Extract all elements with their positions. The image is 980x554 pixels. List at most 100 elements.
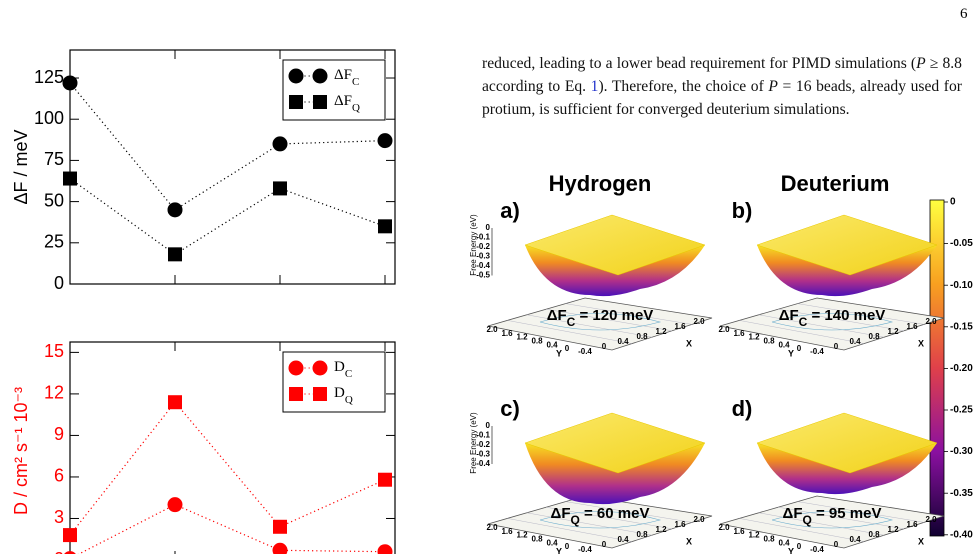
text-segment: P xyxy=(916,55,926,72)
y-tick-label: 1.2 xyxy=(516,531,528,540)
y-tick-label: 0.4 xyxy=(546,538,558,547)
marker xyxy=(313,387,327,401)
z-tick-label: -0.3 xyxy=(476,450,490,459)
base-plane xyxy=(719,495,945,549)
panel-tag: a) xyxy=(500,198,520,223)
plot-frame xyxy=(69,341,396,554)
energy-well xyxy=(757,443,937,495)
marker xyxy=(312,360,328,376)
base-grid xyxy=(778,309,905,331)
colorbar-label: 0 xyxy=(950,197,956,208)
delta-part: ΔF xyxy=(783,505,803,522)
marker xyxy=(168,247,182,262)
y-tick-label: 50 xyxy=(44,190,64,210)
delta-part: = 60 meV xyxy=(580,505,650,522)
delta-part: = 120 meV xyxy=(575,307,653,324)
y-tick-label: 0.8 xyxy=(531,535,543,544)
x-tick-label: 0 xyxy=(602,342,607,351)
delta-label: ΔFQ = 60 meV xyxy=(551,505,650,527)
delta-part: ΔF xyxy=(779,307,799,324)
x-tick-label: 0 xyxy=(602,540,607,549)
y-tick-label: 0.4 xyxy=(778,538,790,547)
y-axis-label: ΔF / meV xyxy=(11,129,31,204)
x-tick-label: 1.6 xyxy=(674,520,686,529)
x-tick-label: 1.2 xyxy=(887,525,899,534)
base-grid xyxy=(507,518,633,542)
y-tick-label: 2.0 xyxy=(718,325,730,334)
x-tick-label: 0.4 xyxy=(849,337,861,346)
x-axis-name: X xyxy=(686,338,692,348)
base-plane xyxy=(487,495,713,549)
z-tick-label: -0.1 xyxy=(476,431,490,440)
y-tick-label: 0 xyxy=(797,344,802,353)
x-tick-label: 0.8 xyxy=(868,332,880,341)
marker xyxy=(289,95,303,109)
page-number: 6 xyxy=(960,6,968,22)
y-tick-label: 2.0 xyxy=(486,523,498,532)
marker xyxy=(273,181,287,196)
marker xyxy=(63,171,77,186)
x-axis-name: X xyxy=(918,536,924,546)
marker xyxy=(377,133,393,149)
text-segment[interactable]: 1 xyxy=(590,78,599,95)
x-tick-label: 1.6 xyxy=(674,322,686,331)
y-tick-label: 0.4 xyxy=(546,340,558,349)
colorbar xyxy=(929,199,945,537)
y-tick-label: 0 xyxy=(565,344,570,353)
charts: 0 25 50 75 100 125 ΔF / meV ΔFC ΔFQ 0 3 6 9 12 15 D / c… xyxy=(11,49,396,554)
delta-part: = 95 meV xyxy=(812,505,882,522)
x-tick-label: 0.4 xyxy=(617,337,629,346)
y-tick-label: 15 xyxy=(44,341,64,361)
z-tick-label: 0 xyxy=(486,421,491,430)
colorbar-label: -0.30 xyxy=(950,446,973,457)
y-axis-name: Y xyxy=(556,546,562,554)
contour xyxy=(771,511,894,529)
legend-label: DC xyxy=(334,359,352,379)
marker xyxy=(168,395,182,410)
base-grid xyxy=(778,507,905,529)
x-tick-label: 2.0 xyxy=(925,317,937,326)
y-tick-label: 125 xyxy=(34,67,64,87)
text-segment: P xyxy=(768,78,778,95)
legend-label: DQ xyxy=(334,385,353,405)
z-tick-label: -0.1 xyxy=(476,233,490,242)
y-tick-label: 1.2 xyxy=(516,333,528,342)
y-tick-label: 1.2 xyxy=(748,531,760,540)
delta-part: Q xyxy=(802,513,811,527)
column-title: Deuterium xyxy=(781,171,890,196)
marker xyxy=(272,542,288,554)
text-segment: ). Therefore, the choice of xyxy=(598,78,769,95)
x-tick-label: 1.6 xyxy=(906,520,918,529)
y-tick-label: 1.6 xyxy=(501,527,513,536)
y-tick-label: 0 xyxy=(797,542,802,551)
y-tick-label: 1.2 xyxy=(748,333,760,342)
x-tick-label: 0 xyxy=(834,342,839,351)
z-tick-label: -0.4 xyxy=(476,459,490,468)
y-tick-label: 9 xyxy=(54,424,64,444)
x-tick-label: 1.2 xyxy=(655,327,667,336)
delta-label: ΔFC = 140 meV xyxy=(779,307,886,329)
y-tick-label: 1.6 xyxy=(501,329,513,338)
y-tick-label: 0 xyxy=(565,542,570,551)
colorbar-label: -0.20 xyxy=(950,363,973,374)
delta-label: ΔFQ = 95 meV xyxy=(783,505,882,527)
x-tick-label: 0.8 xyxy=(636,530,648,539)
delta-label: ΔFC = 120 meV xyxy=(547,307,654,329)
y-tick-label: 0.4 xyxy=(778,340,790,349)
y-axis-name: Y xyxy=(556,348,562,358)
y-tick-label: 1.6 xyxy=(733,329,745,338)
panel-tag: d) xyxy=(732,396,753,421)
y-tick-label: 0.8 xyxy=(763,337,775,346)
y-axis-name: Y xyxy=(788,546,794,554)
x-tick-label: 0 xyxy=(834,540,839,549)
y-tick-label: 2.0 xyxy=(718,523,730,532)
y-tick-label: 3 xyxy=(54,507,64,527)
z-tick-label: -0.3 xyxy=(476,252,490,261)
y-tick-label: 75 xyxy=(44,149,64,169)
delta-part: C xyxy=(799,315,808,329)
base-grid xyxy=(758,512,885,536)
marker xyxy=(273,519,287,534)
